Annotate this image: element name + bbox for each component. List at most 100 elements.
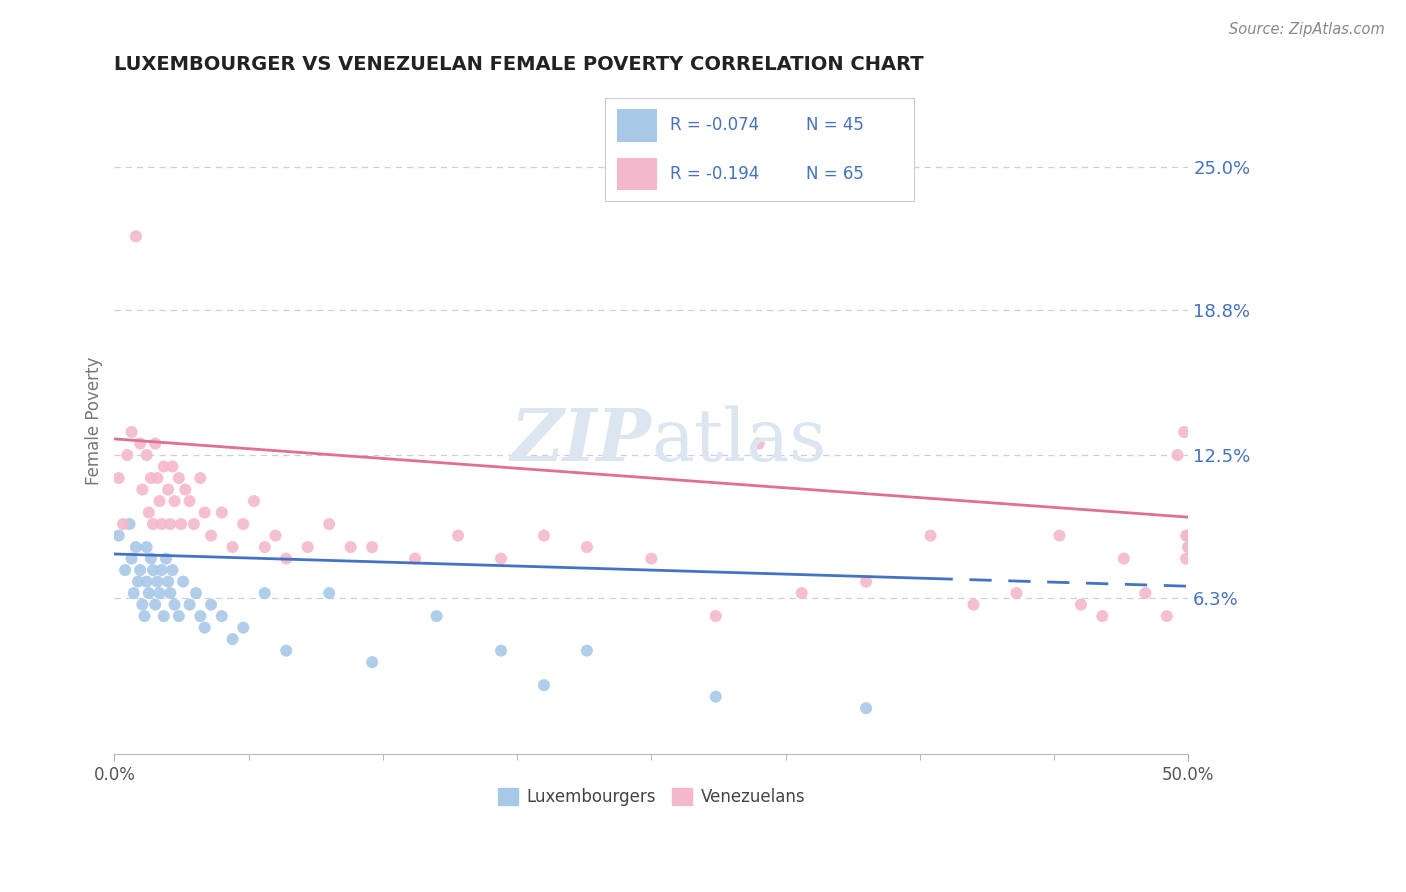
Point	[211, 609, 233, 624]
Point	[150, 563, 173, 577]
Point	[297, 540, 319, 554]
Point	[138, 586, 160, 600]
Point	[155, 551, 177, 566]
Point	[253, 586, 276, 600]
Point	[153, 609, 176, 624]
Point	[111, 517, 134, 532]
Point	[127, 574, 149, 589]
Point	[148, 494, 170, 508]
Point	[142, 517, 165, 532]
Point	[855, 701, 877, 715]
Point	[157, 483, 180, 497]
FancyBboxPatch shape	[617, 158, 657, 190]
Point	[920, 528, 942, 542]
Point	[253, 540, 276, 554]
Point	[640, 551, 662, 566]
Point	[855, 574, 877, 589]
Point	[159, 586, 181, 600]
Point	[122, 586, 145, 600]
Point	[1177, 528, 1199, 542]
Point	[162, 459, 184, 474]
Point	[114, 563, 136, 577]
Point	[121, 551, 143, 566]
Point	[107, 471, 129, 485]
Point	[232, 517, 254, 532]
Point	[1175, 551, 1198, 566]
Point	[1173, 425, 1195, 439]
Point	[183, 517, 205, 532]
Y-axis label: Female Poverty: Female Poverty	[86, 356, 103, 484]
Point	[129, 563, 152, 577]
Text: LUXEMBOURGER VS VENEZUELAN FEMALE POVERTY CORRELATION CHART: LUXEMBOURGER VS VENEZUELAN FEMALE POVERT…	[114, 55, 924, 74]
Point	[117, 448, 139, 462]
Point	[704, 690, 727, 704]
Point	[1091, 609, 1114, 624]
Point	[276, 643, 298, 657]
Point	[447, 528, 470, 542]
Point	[533, 678, 555, 692]
Point	[575, 643, 598, 657]
Point	[159, 517, 181, 532]
Point	[134, 609, 156, 624]
Point	[276, 551, 298, 566]
Point	[143, 436, 166, 450]
Point	[188, 471, 211, 485]
FancyBboxPatch shape	[617, 110, 657, 142]
Point	[1005, 586, 1028, 600]
Point	[1175, 528, 1198, 542]
Point	[131, 598, 153, 612]
Point	[131, 483, 153, 497]
Point	[1177, 540, 1199, 554]
Point	[125, 540, 148, 554]
Point	[704, 609, 727, 624]
Point	[135, 448, 157, 462]
Point	[150, 517, 173, 532]
Point	[221, 632, 243, 647]
Point	[200, 528, 222, 542]
Point	[1112, 551, 1135, 566]
Point	[143, 598, 166, 612]
Point	[426, 609, 449, 624]
Point	[1049, 528, 1071, 542]
Point	[179, 598, 201, 612]
Legend: Luxembourgers, Venezuelans: Luxembourgers, Venezuelans	[491, 781, 811, 813]
Point	[575, 540, 598, 554]
Point	[138, 506, 160, 520]
Point	[135, 540, 157, 554]
Point	[148, 586, 170, 600]
Text: ZIP: ZIP	[510, 405, 651, 476]
Point	[167, 609, 190, 624]
Point	[125, 229, 148, 244]
Point	[184, 586, 207, 600]
Point	[174, 483, 197, 497]
Point	[107, 528, 129, 542]
Point	[129, 436, 152, 450]
Point	[163, 598, 186, 612]
Point	[1156, 609, 1178, 624]
Text: R = -0.194: R = -0.194	[669, 164, 759, 183]
Point	[194, 506, 217, 520]
Point	[1135, 586, 1157, 600]
Point	[200, 598, 222, 612]
Point	[404, 551, 426, 566]
Point	[790, 586, 813, 600]
Point	[489, 551, 512, 566]
Point	[157, 574, 180, 589]
Point	[142, 563, 165, 577]
Point	[1177, 540, 1199, 554]
Point	[153, 459, 176, 474]
Point	[118, 517, 141, 532]
Point	[179, 494, 201, 508]
Point	[318, 517, 340, 532]
Point	[211, 506, 233, 520]
Point	[264, 528, 287, 542]
Text: N = 45: N = 45	[806, 116, 863, 135]
Point	[1167, 448, 1189, 462]
Point	[489, 643, 512, 657]
Point	[318, 586, 340, 600]
Point	[1070, 598, 1092, 612]
Point	[748, 436, 770, 450]
Point	[962, 598, 984, 612]
Point	[361, 655, 384, 669]
Point	[194, 621, 217, 635]
